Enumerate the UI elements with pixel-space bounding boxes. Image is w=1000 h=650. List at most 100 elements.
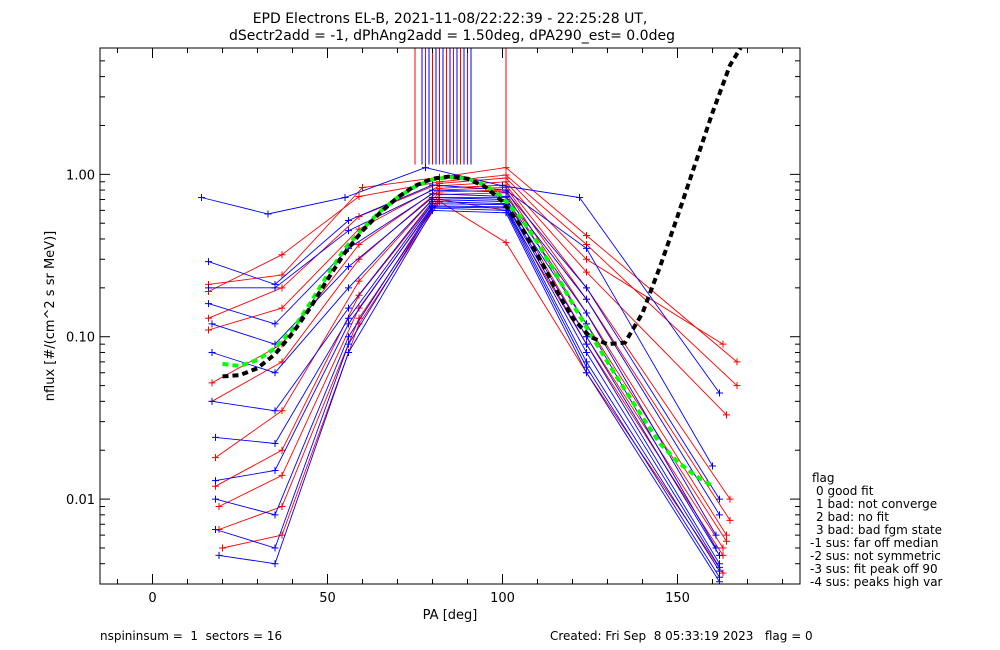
series-line — [215, 192, 727, 542]
data-point — [278, 284, 286, 292]
legend-item: -1 sus: far off median — [810, 536, 938, 550]
data-point — [278, 503, 286, 511]
legend-title: flag — [812, 471, 835, 485]
data-point — [716, 495, 723, 503]
plot-frame — [99, 47, 801, 585]
data-point — [205, 284, 212, 292]
footer-right: Created: Fri Sep 8 05:33:19 2023 flag = … — [550, 629, 813, 643]
data-point — [502, 164, 510, 172]
data-point — [712, 531, 720, 539]
black-fit-line — [222, 48, 743, 379]
data-point — [502, 209, 510, 217]
chart-title: EPD Electrons EL-B, 2021-11-08/22:22:39 … — [253, 11, 648, 27]
data-point — [502, 239, 510, 247]
data-point — [271, 407, 279, 415]
data-point — [583, 348, 590, 356]
data-point — [271, 284, 279, 292]
data-point — [264, 210, 272, 218]
data-point — [278, 251, 286, 259]
data-point — [212, 495, 219, 503]
data-point — [345, 304, 352, 312]
data-point — [212, 525, 219, 533]
y-axis-label: nflux [#/(cm^2 s sr MeV)] — [43, 231, 58, 401]
data-point — [345, 216, 352, 224]
data-point — [583, 284, 590, 292]
vertical-lines-layer — [414, 48, 507, 165]
data-point — [205, 314, 212, 322]
data-point — [341, 194, 349, 202]
data-point — [271, 439, 279, 447]
data-point — [583, 255, 590, 263]
legend-item: -3 sus: fit peak off 90 — [810, 562, 938, 576]
data-point — [212, 454, 219, 462]
data-point — [716, 389, 723, 397]
data-point — [355, 304, 363, 312]
data-point — [716, 551, 723, 559]
data-point — [733, 382, 741, 390]
data-point — [355, 193, 363, 201]
data-point — [271, 511, 279, 519]
legend-item: 1 bad: not converge — [816, 497, 937, 511]
data-point — [719, 544, 727, 552]
data-point — [723, 531, 730, 539]
data-point — [345, 263, 352, 271]
data-point — [278, 271, 286, 279]
y-tick-label: 0.10 — [66, 331, 95, 346]
legend-item: -2 sus: not symmetric — [810, 549, 941, 563]
data-point — [198, 194, 205, 202]
data-point — [278, 446, 286, 454]
y-tick-label: 1.00 — [66, 168, 95, 183]
data-point — [271, 320, 279, 328]
data-point — [212, 477, 219, 485]
data-point — [583, 369, 590, 377]
data-point — [576, 194, 583, 202]
data-point — [208, 397, 216, 405]
data-point — [355, 255, 363, 263]
data-point — [716, 578, 723, 584]
data-point — [726, 516, 734, 524]
data-point — [723, 411, 730, 419]
x-tick-label: 150 — [665, 591, 690, 606]
x-tick-label: 50 — [319, 591, 336, 606]
data-point — [219, 544, 226, 552]
curves-layer — [198, 164, 741, 584]
data-point — [583, 295, 590, 303]
data-point — [271, 369, 279, 377]
legend-item: 2 bad: no fit — [816, 510, 889, 524]
data-point — [271, 544, 279, 552]
chart-subtitle: dSectr2add = -1, dPhAng2add = 1.50deg, d… — [229, 28, 675, 44]
flag-legend: flag 0 good fit 1 bad: not converge 2 ba… — [810, 471, 943, 589]
series-line — [208, 167, 738, 363]
data-point — [359, 183, 366, 191]
series-line — [222, 200, 724, 574]
footer-left: nspininsum = 1 sectors = 16 — [100, 629, 282, 643]
data-point — [278, 471, 286, 479]
data-point — [716, 567, 723, 575]
data-point — [278, 304, 286, 312]
data-point — [215, 551, 223, 559]
data-point — [499, 182, 506, 190]
data-point — [215, 503, 223, 511]
data-point — [429, 206, 436, 214]
y-tick-label: 0.01 — [66, 493, 95, 508]
data-point — [208, 379, 216, 387]
data-point — [205, 326, 212, 334]
data-point — [345, 348, 352, 356]
data-point — [345, 333, 352, 341]
x-tick-label: 100 — [490, 591, 515, 606]
series-line — [215, 189, 727, 536]
series-line — [218, 197, 724, 549]
data-point — [709, 462, 716, 470]
fit-curves-layer — [222, 48, 743, 488]
data-point — [719, 340, 727, 348]
ticks-layer: 0 50 100 150 0.01 0.10 1.00 — [66, 47, 800, 606]
data-point — [205, 258, 212, 266]
x-axis-label: PA [deg] — [423, 608, 478, 623]
data-point — [205, 300, 212, 308]
legend-item: -4 sus: peaks high var — [810, 575, 943, 589]
series-line — [218, 209, 720, 582]
data-point — [208, 320, 216, 328]
data-point — [278, 407, 286, 415]
data-point — [355, 277, 363, 285]
